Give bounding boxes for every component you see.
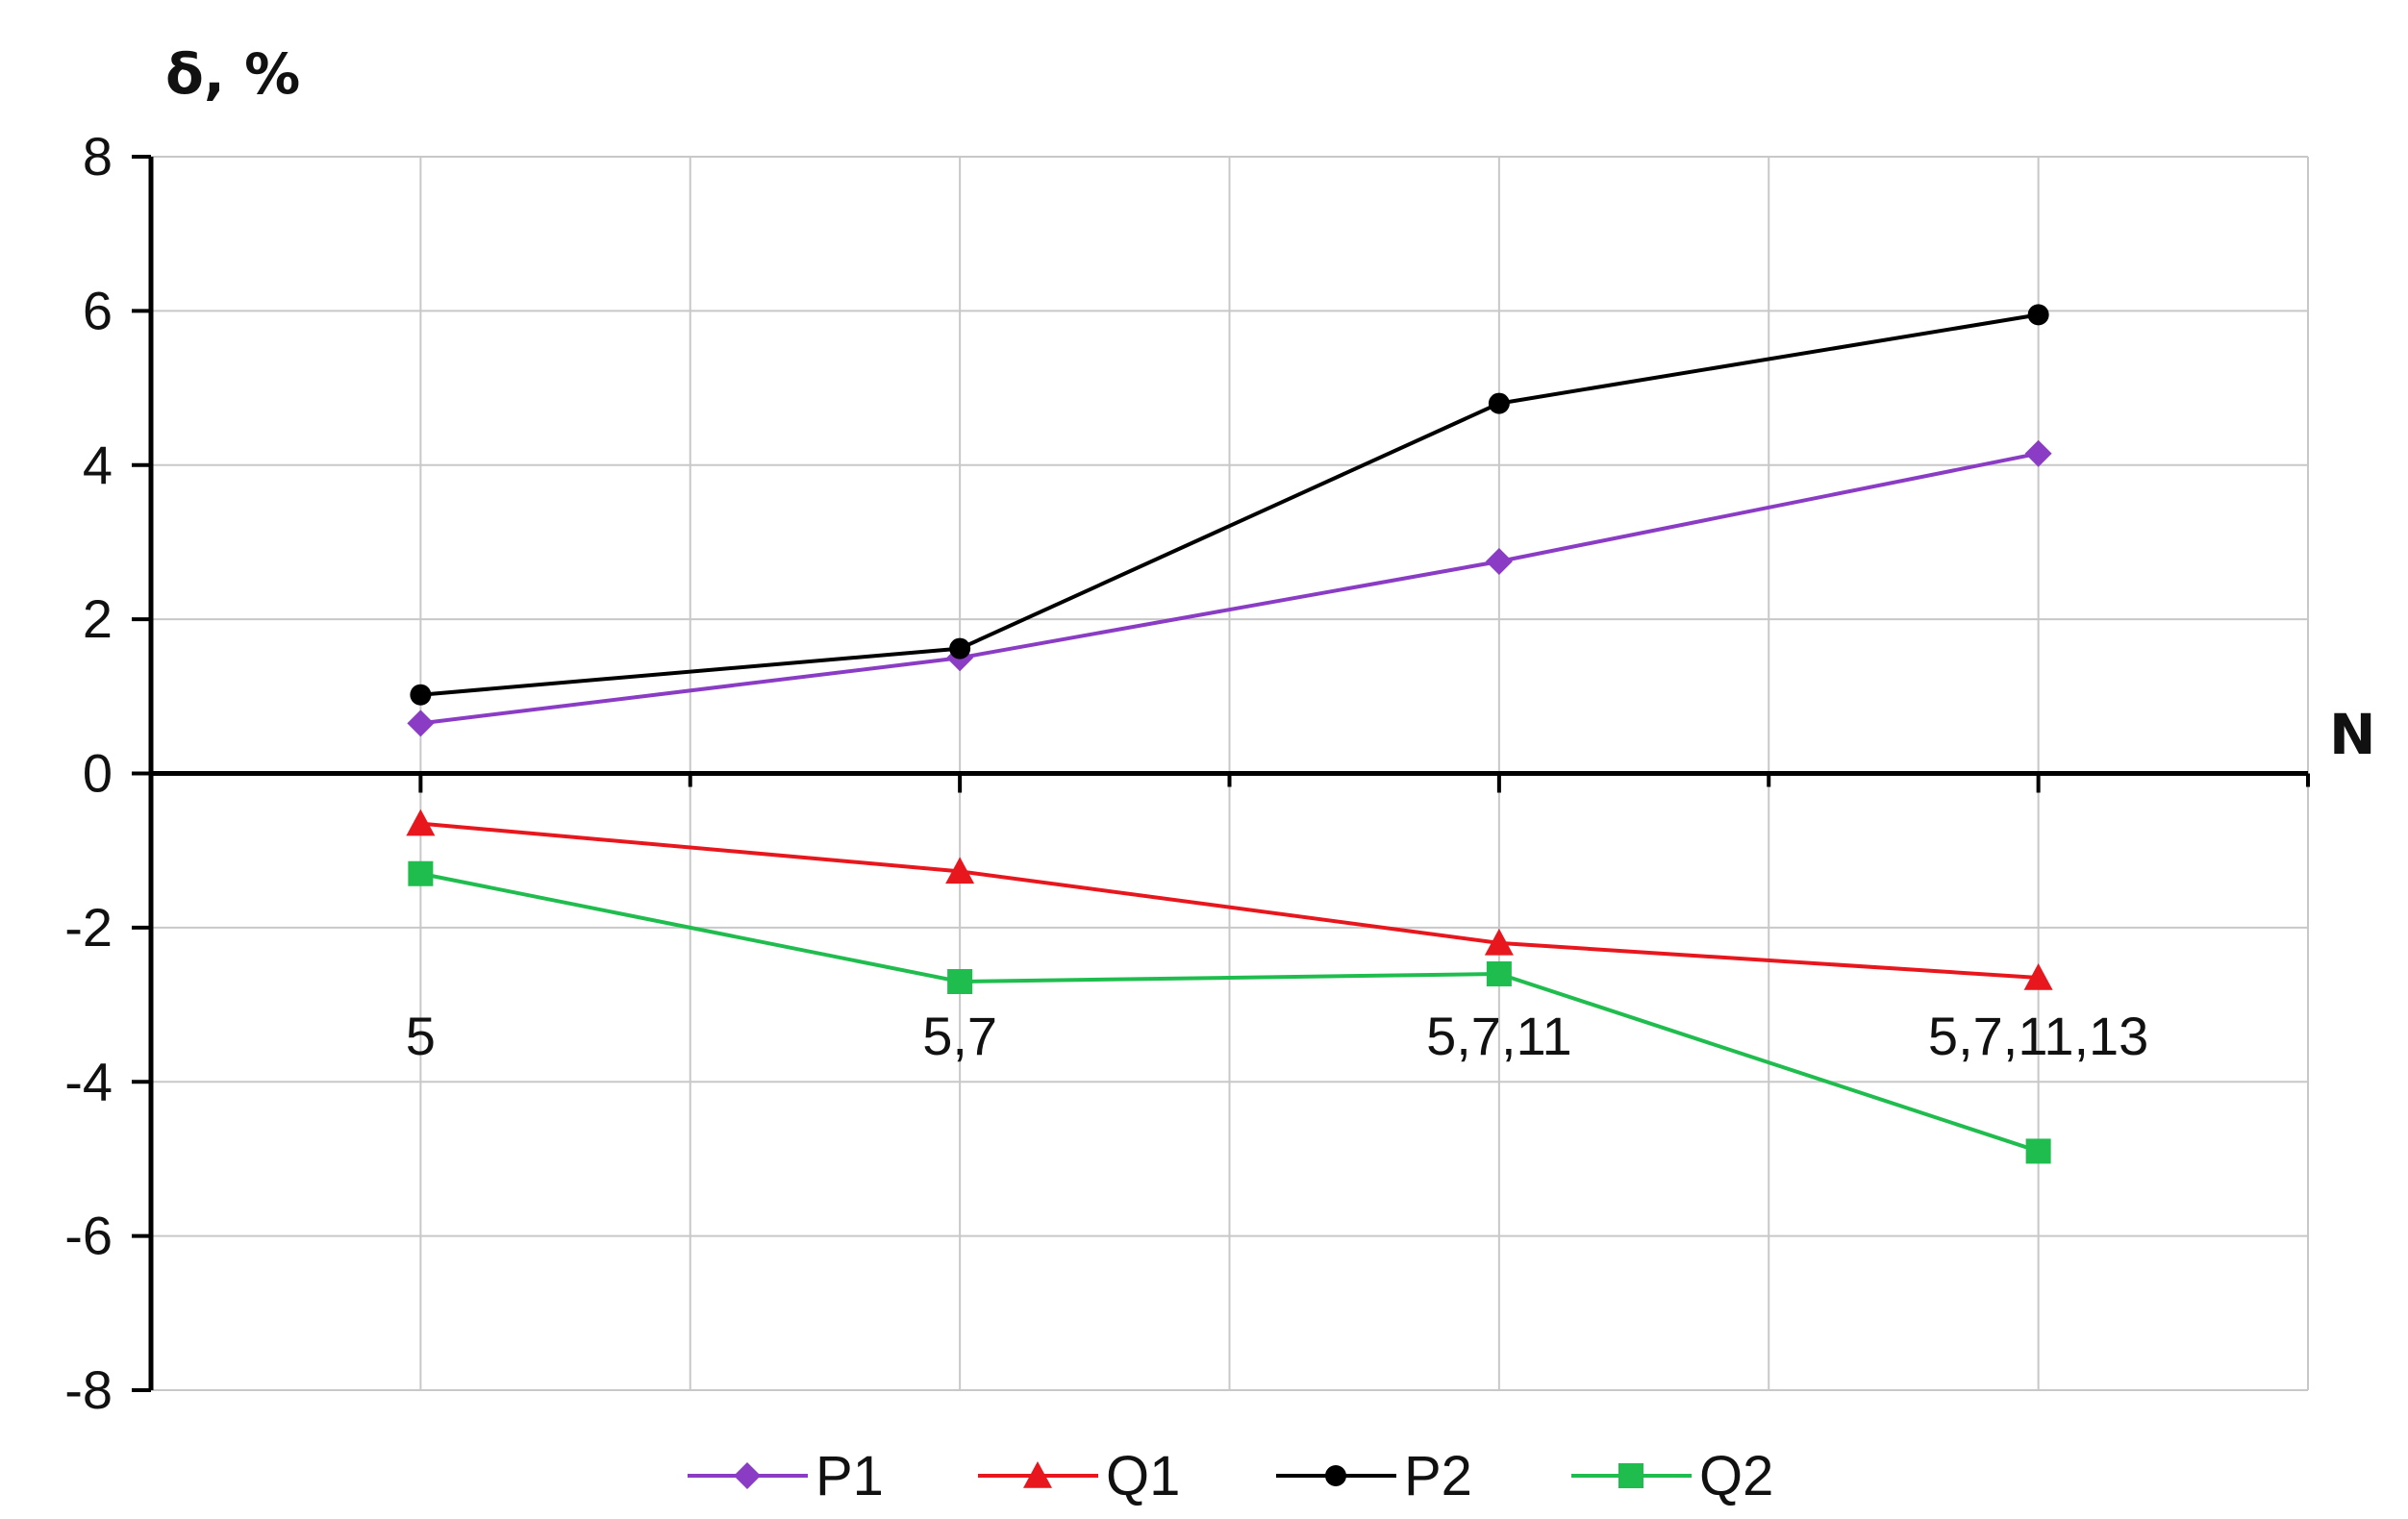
- legend: P1 Q1 P2 Q2: [688, 1445, 1773, 1507]
- y-tick-label: 0: [83, 743, 113, 804]
- legend-item-q2: Q2: [1571, 1445, 1773, 1507]
- legend-marker: [1618, 1463, 1643, 1488]
- series-q1: [406, 809, 2053, 990]
- data-point-p1: [1485, 547, 1513, 575]
- y-tick-label: -8: [64, 1359, 113, 1420]
- data-point-p2: [410, 684, 432, 706]
- data-point-q2: [2025, 1138, 2051, 1164]
- legend-item-p1: P1: [688, 1445, 884, 1507]
- legend-label: Q1: [1106, 1445, 1180, 1507]
- series-q2: [408, 860, 2051, 1164]
- data-point-q2: [408, 860, 434, 886]
- legend-marker: [1023, 1461, 1052, 1488]
- data-point-p1: [407, 710, 435, 737]
- y-axis-title: δ, %: [165, 41, 300, 107]
- data-point-q1: [406, 809, 436, 836]
- y-tick-label: -2: [64, 897, 113, 958]
- legend-marker: [1325, 1465, 1346, 1486]
- series: [406, 304, 2053, 1164]
- y-tick-label: 4: [83, 435, 113, 495]
- data-point-p2: [1488, 392, 1510, 414]
- legend-label: Q2: [1699, 1445, 1773, 1507]
- data-point-q1: [2023, 962, 2053, 990]
- y-tick-label: 6: [83, 280, 113, 340]
- data-point-p2: [949, 637, 971, 660]
- data-point-q1: [945, 857, 975, 884]
- x-category-label: 5,7: [922, 1006, 997, 1066]
- legend-label: P1: [815, 1445, 884, 1507]
- data-point-p2: [2027, 304, 2049, 326]
- y-tick-label: 2: [83, 588, 113, 649]
- legend-marker: [734, 1462, 761, 1489]
- series-line-q2: [419, 871, 2040, 1154]
- y-tick-label: -6: [64, 1206, 113, 1266]
- series-line-p1: [420, 451, 2040, 726]
- series-p2: [410, 304, 2049, 706]
- data-point-q1: [1484, 928, 1514, 956]
- legend-item-p2: P2: [1276, 1445, 1472, 1507]
- x-axis-title: N: [2329, 702, 2376, 767]
- series-line-q1: [420, 821, 2039, 980]
- data-point-q2: [1486, 960, 1512, 986]
- data-point-q2: [947, 969, 973, 995]
- x-category-label: 5: [406, 1006, 436, 1066]
- y-tick-label: 8: [83, 126, 113, 187]
- legend-label: P2: [1404, 1445, 1472, 1507]
- y-tick-label: -4: [64, 1051, 113, 1111]
- series-line-p2: [420, 312, 2039, 697]
- legend-item-q1: Q1: [978, 1445, 1180, 1507]
- x-category-label: 5,7,11,13: [1928, 1006, 2148, 1066]
- x-category-label: 5,7,11: [1426, 1006, 1572, 1066]
- axes: δ, % N 8 6 4 2 0 -2 -4 -6 -8 5 5,7 5,7,11 5,7,11,13: [64, 41, 2375, 1420]
- data-point-p1: [2024, 439, 2052, 467]
